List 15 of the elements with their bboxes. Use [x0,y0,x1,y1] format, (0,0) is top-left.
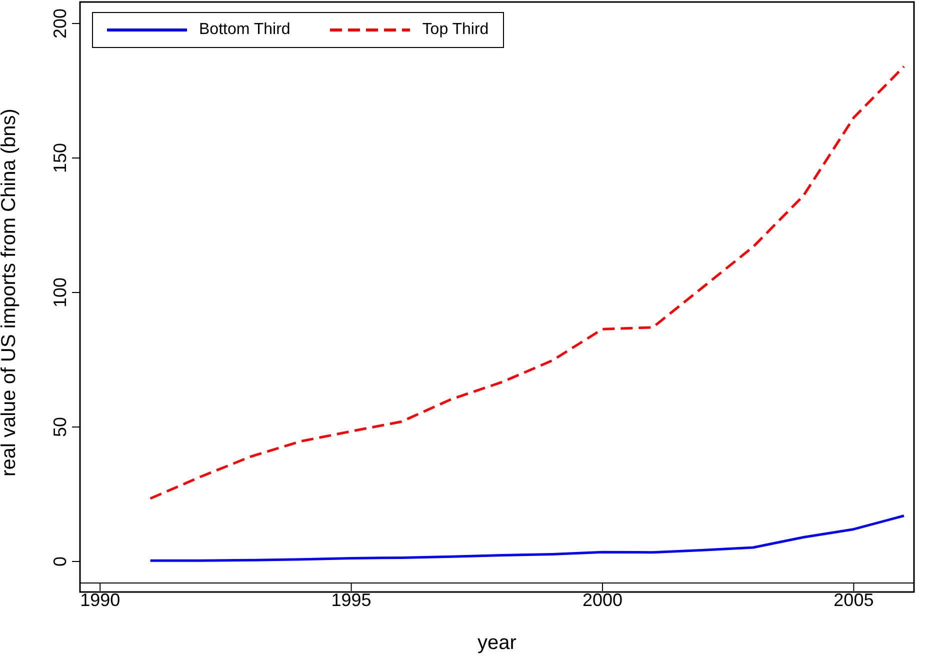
y-tick-label: 200 [50,8,70,39]
y-axis-title: real value of US imports from China (bns) [0,108,20,476]
line-series [149,514,906,562]
x-tick-label: 1990 [80,590,120,610]
legend-label: Bottom Third [199,21,290,39]
y-tick-label: 0 [50,556,70,566]
y-tick-label: 50 [50,416,70,438]
line-series [149,65,906,500]
x-tick-label: 2000 [582,590,623,610]
y-tick-label: 150 [50,142,70,174]
legend-label: Top Third [422,21,489,39]
y-tick-label: 100 [50,277,70,308]
x-axis-title: year [478,632,517,654]
x-tick-label: 2005 [834,590,874,610]
x-tick-label: 1995 [331,590,372,610]
